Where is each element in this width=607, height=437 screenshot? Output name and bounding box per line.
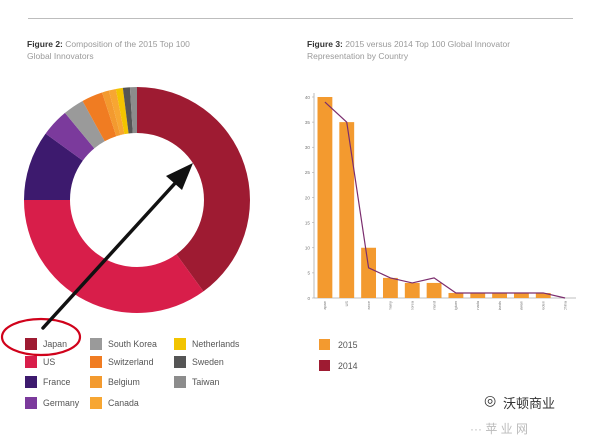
legend-label: France <box>43 377 71 387</box>
donut-slice-germany <box>45 112 95 161</box>
legend-label: Sweden <box>192 357 224 367</box>
x-tick-label: US <box>344 301 349 307</box>
legend-swatch <box>174 338 186 350</box>
bar-2015-south-korea <box>404 282 420 298</box>
donut-chart <box>24 87 250 313</box>
donut-slice-taiwan <box>129 87 137 134</box>
legend-swatch <box>25 356 37 368</box>
legend-label: South Korea <box>108 339 157 349</box>
y-tick-label: 30 <box>305 145 311 150</box>
bar-2015-us <box>339 122 355 298</box>
top-rule <box>28 18 573 19</box>
legend-label: Taiwan <box>192 377 220 387</box>
legend-swatch <box>90 356 102 368</box>
figure-2-title: Figure 2: Composition of the 2015 Top 10… <box>27 38 227 62</box>
figure-3-caption: 2015 versus 2014 Top 100 Global Innovato… <box>345 39 511 49</box>
donut-slice-canada <box>108 89 125 136</box>
bar-chart: 0 5 10 15 20 25 30 35 40 Japan US France Germany Sout… <box>305 93 576 310</box>
legend-swatch <box>90 338 102 350</box>
x-tick-label: France <box>366 301 371 310</box>
y-tick-label: 15 <box>305 220 311 225</box>
y-tick-label: 40 <box>305 95 311 100</box>
x-tick-label: Belgium <box>453 301 458 310</box>
figure-2-caption-line2: Global Innovators <box>27 51 94 61</box>
donut-slice-switzerland <box>82 92 117 142</box>
x-tick-label: Sweden <box>541 301 546 310</box>
bar-2015-japan <box>317 97 333 298</box>
bar-2015-switzerland <box>426 282 442 298</box>
x-tick-label: Germany <box>388 301 393 310</box>
figure-2-label: Figure 2: <box>27 39 63 49</box>
legend-swatch <box>174 356 186 368</box>
legend-swatch <box>90 397 102 409</box>
legend-label: Germany <box>43 398 80 408</box>
x-tick-label: South Korea <box>410 300 415 310</box>
donut-slice-south-korea <box>64 100 105 149</box>
y-tick-label: 5 <box>307 271 310 276</box>
x-tick-label: Netherlands <box>497 301 502 310</box>
x-tick-label: Japan <box>322 301 327 310</box>
legend-label: Belgium <box>108 377 140 387</box>
bar-2015-france <box>361 247 377 298</box>
bar-2015-sweden <box>535 292 551 298</box>
highlight-ellipse <box>0 317 82 357</box>
legend-label: Canada <box>108 398 139 408</box>
donut-slice-japan <box>137 87 250 292</box>
bar-2015-taiwan <box>513 292 529 298</box>
line-2014 <box>324 101 566 299</box>
donut-slice-netherlands <box>115 87 129 135</box>
figure-3-caption-line2: Representation by Country <box>307 51 409 61</box>
bar-2015-belgium <box>448 292 464 298</box>
figure-3-title: Figure 3: 2015 versus 2014 Top 100 Globa… <box>307 38 557 62</box>
legend-swatch <box>90 376 102 388</box>
legend-label: Switzerland <box>108 357 154 367</box>
y-tick-label: 20 <box>305 195 311 200</box>
donut-slice-belgium <box>102 90 121 137</box>
legend-swatch <box>319 339 330 350</box>
legend-label: 2015 <box>338 340 358 350</box>
figure-3-label: Figure 3: <box>307 39 343 49</box>
legend-swatch <box>174 376 186 388</box>
legend-label: US <box>43 357 56 367</box>
bar-2015-canada <box>470 292 486 298</box>
legend-swatch <box>25 338 37 350</box>
legend-swatch <box>319 360 330 371</box>
legend-label: 2014 <box>338 361 358 371</box>
watermark-text: 沃顿商业 <box>503 396 556 411</box>
x-tick-label: Canada <box>475 300 480 310</box>
x-tick-label: China <box>562 300 567 310</box>
donut-slice-us <box>24 200 204 313</box>
y-tick-label: 35 <box>305 120 311 125</box>
donut-slice-sweden <box>122 87 133 134</box>
wechat-icon: ◎ <box>484 392 497 408</box>
y-tick-label: 10 <box>305 246 311 251</box>
bar-2015-germany <box>382 277 398 298</box>
bar-2015-netherlands <box>492 292 508 298</box>
legend-label: Netherlands <box>192 339 240 349</box>
legend-swatch <box>25 397 37 409</box>
legend-label: Japan <box>43 339 67 349</box>
x-tick-label: Taiwan <box>519 301 524 310</box>
legend-swatch <box>25 376 37 388</box>
y-tick-label: 0 <box>307 296 310 301</box>
y-tick-label: 25 <box>305 170 311 175</box>
x-tick-label: Switzerland <box>431 301 436 310</box>
figure-2-caption: Composition of the 2015 Top 100 <box>65 39 190 49</box>
bottom-fragment: ··· 苹 业 网 <box>470 422 528 436</box>
